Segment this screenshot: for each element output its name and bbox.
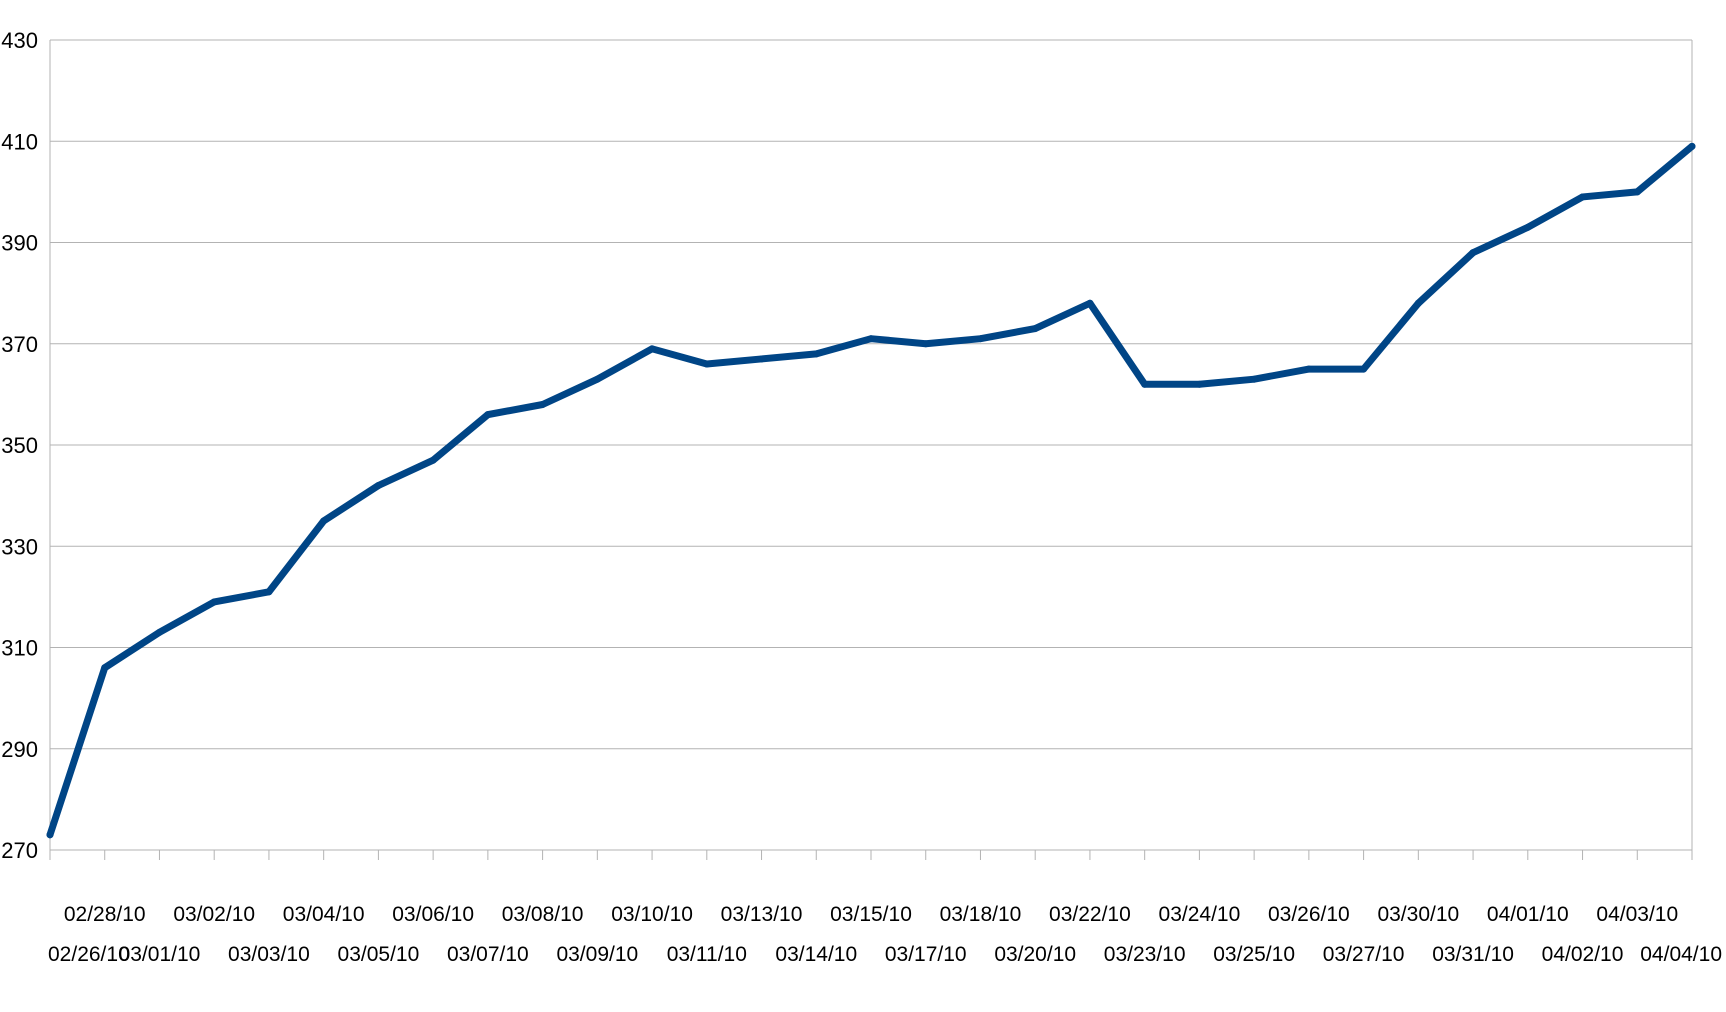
x-tick-label: 03/25/10 bbox=[1213, 943, 1295, 966]
x-tick-label: 04/01/10 bbox=[1487, 903, 1569, 926]
x-tick-label: 03/24/10 bbox=[1159, 903, 1241, 926]
data-point bbox=[1086, 299, 1094, 307]
data-point bbox=[1414, 299, 1422, 307]
data-point bbox=[46, 831, 54, 839]
data-point bbox=[1031, 325, 1039, 333]
x-tick-label: 03/10/10 bbox=[611, 903, 693, 926]
x-tick-label: 03/26/10 bbox=[1268, 903, 1350, 926]
y-tick-label: 330 bbox=[1, 534, 38, 559]
data-point bbox=[922, 340, 930, 348]
data-point bbox=[1688, 142, 1696, 150]
x-tick-label: 03/23/10 bbox=[1104, 943, 1186, 966]
x-tick-label: 03/08/10 bbox=[502, 903, 584, 926]
y-tick-label: 290 bbox=[1, 737, 38, 762]
series-group bbox=[46, 142, 1696, 839]
data-point bbox=[1633, 188, 1641, 196]
data-point bbox=[484, 411, 492, 419]
data-point bbox=[1524, 223, 1532, 231]
data-point bbox=[1305, 365, 1313, 373]
x-tick-label: 03/13/10 bbox=[721, 903, 803, 926]
x-tick-label: 03/05/10 bbox=[338, 943, 420, 966]
data-point bbox=[867, 335, 875, 343]
data-point bbox=[374, 482, 382, 489]
x-tick-label: 03/09/10 bbox=[556, 943, 638, 966]
data-point bbox=[1141, 380, 1149, 388]
data-point bbox=[758, 355, 766, 363]
data-point bbox=[1195, 380, 1203, 388]
x-tick-label: 03/31/10 bbox=[1432, 943, 1514, 966]
data-point bbox=[593, 375, 601, 383]
y-tick-label: 390 bbox=[1, 231, 38, 256]
x-tick-label: 03/27/10 bbox=[1323, 943, 1405, 966]
x-tick-label: 03/14/10 bbox=[775, 943, 857, 966]
x-tick-label: 03/03/10 bbox=[228, 943, 310, 966]
y-tick-label: 430 bbox=[1, 28, 38, 53]
x-tick-label: 03/04/10 bbox=[283, 903, 365, 926]
x-axis: 02/26/10 02/28/10 03/01/10 03/02/10 03/03/10… bbox=[48, 40, 1722, 966]
x-tick-label: 04/02/10 bbox=[1542, 943, 1624, 966]
x-tick-label: 03/22/10 bbox=[1049, 903, 1131, 926]
data-point bbox=[648, 345, 656, 353]
x-tick-label: 03/11/10 bbox=[667, 943, 747, 966]
y-tick-label: 410 bbox=[1, 129, 38, 154]
y-tick-label: 370 bbox=[1, 332, 38, 357]
data-point bbox=[265, 588, 273, 596]
data-point bbox=[320, 517, 328, 525]
x-tick-label: 03/17/10 bbox=[885, 943, 967, 966]
data-point bbox=[1360, 365, 1368, 373]
x-tick-label: 03/02/10 bbox=[173, 903, 255, 926]
x-tick-label: 04/03/10 bbox=[1596, 903, 1678, 926]
data-point bbox=[210, 598, 218, 606]
x-tick-label: 03/15/10 bbox=[830, 903, 912, 926]
data-point bbox=[976, 335, 984, 343]
data-point bbox=[101, 664, 109, 672]
y-tick-label: 350 bbox=[1, 433, 38, 458]
y-tick-label: 310 bbox=[1, 636, 38, 661]
data-point bbox=[1579, 193, 1587, 201]
data-point bbox=[429, 456, 437, 464]
y-axis-tick-labels: 270 290 310 330 350 370 390 410 430 bbox=[1, 28, 38, 863]
x-tick-label: 03/18/10 bbox=[940, 903, 1022, 926]
data-point bbox=[812, 350, 820, 358]
data-point bbox=[1469, 249, 1477, 257]
x-tick-label: 03/30/10 bbox=[1377, 903, 1459, 926]
x-tick-label: 03/20/10 bbox=[994, 943, 1076, 966]
x-tick-label: 03/01/10 bbox=[119, 943, 201, 966]
x-tick-label: 03/06/10 bbox=[392, 903, 474, 926]
data-point bbox=[155, 628, 163, 636]
grid-lines bbox=[50, 39, 1692, 851]
data-point bbox=[539, 401, 547, 408]
data-point bbox=[703, 360, 711, 368]
x-tick-label: 03/07/10 bbox=[447, 943, 529, 966]
series-line bbox=[46, 142, 1696, 839]
x-tick-label: 04/04/10 bbox=[1640, 943, 1722, 966]
x-tick-label: 02/28/10 bbox=[64, 903, 146, 926]
y-tick-label: 270 bbox=[1, 838, 38, 863]
x-tick-label: 02/26/10 bbox=[48, 943, 130, 966]
data-point bbox=[1250, 375, 1258, 383]
